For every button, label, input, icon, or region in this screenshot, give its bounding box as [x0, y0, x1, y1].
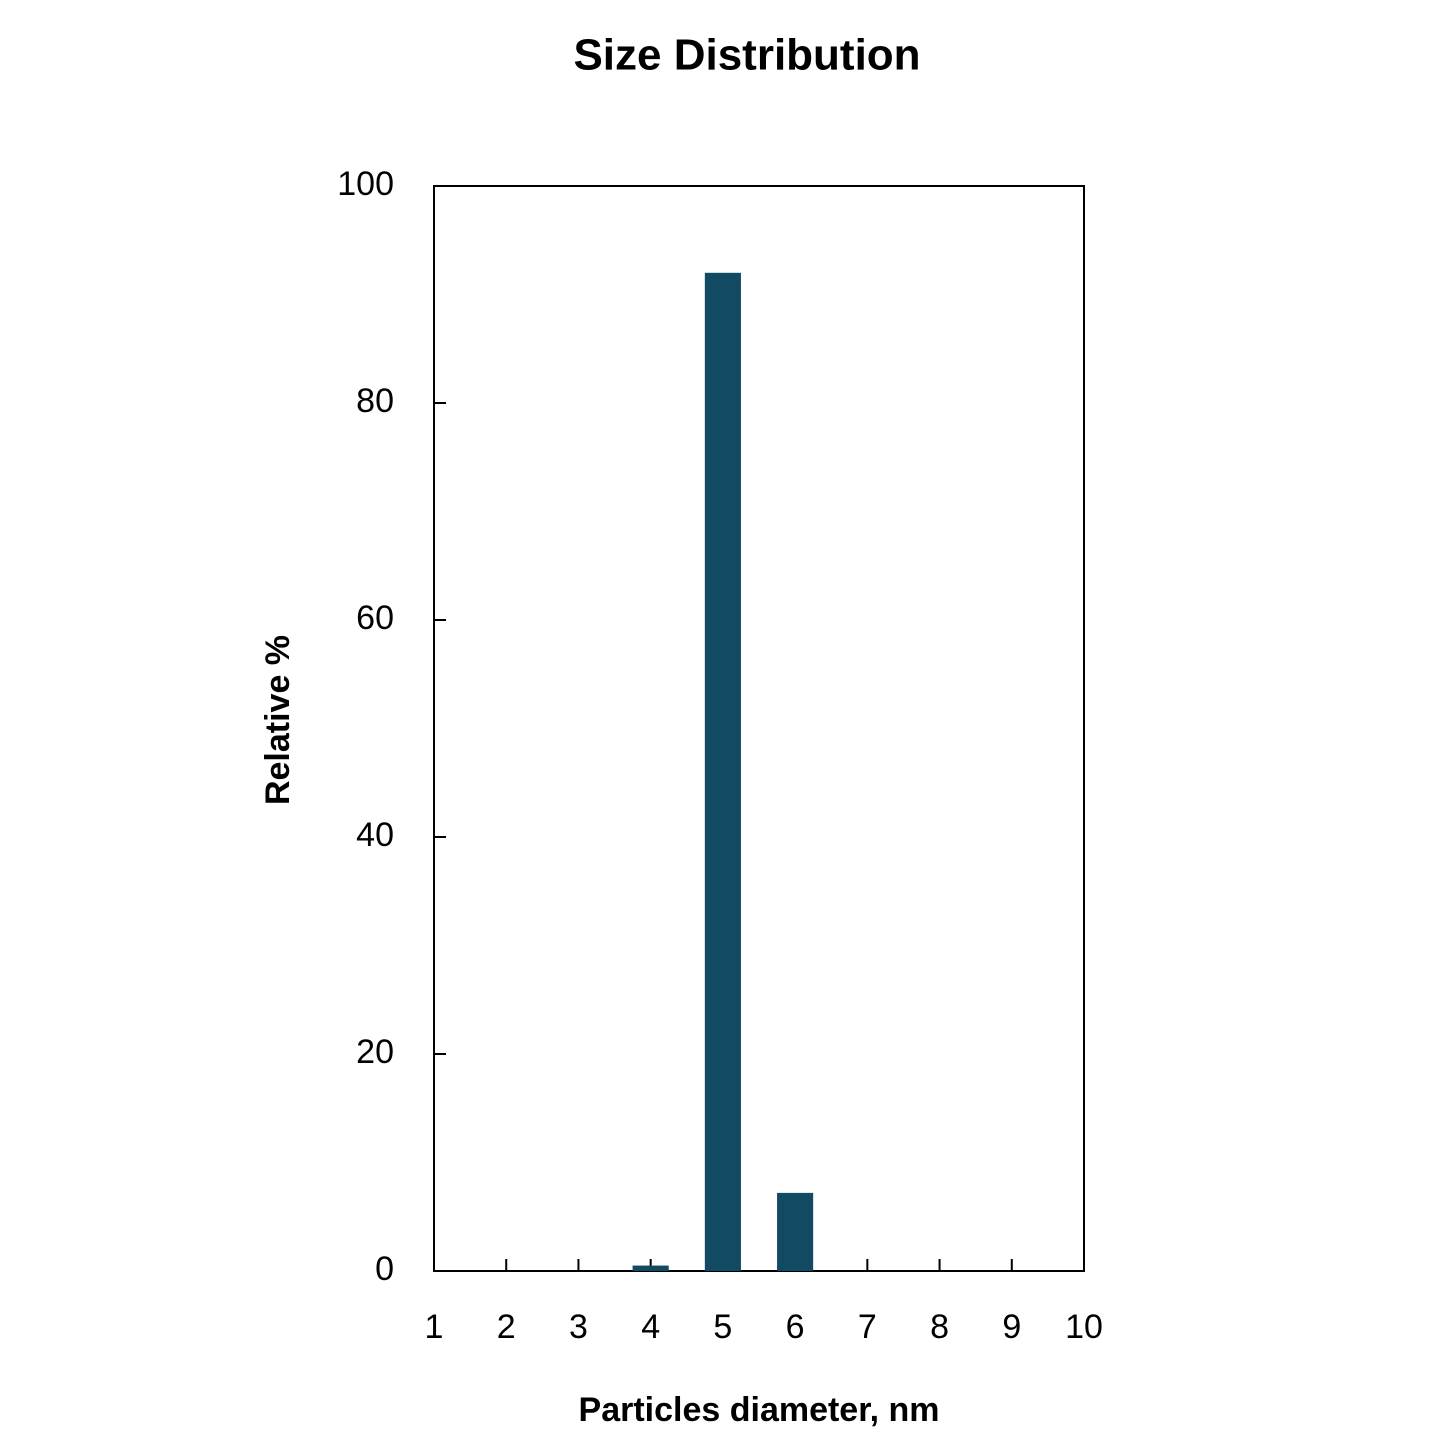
x-axis-title: Particles diameter, nm [579, 1391, 940, 1429]
plot-frame [433, 185, 1085, 1272]
y-tick-label: 100 [337, 165, 394, 203]
x-tick-label: 4 [641, 1308, 660, 1346]
y-axis-title: Relative % [259, 635, 297, 805]
y-tick-label: 40 [356, 816, 394, 854]
x-tick-label: 10 [1065, 1308, 1103, 1346]
y-tick-label: 20 [356, 1033, 394, 1071]
x-tick-label: 1 [425, 1308, 444, 1346]
x-tick-label: 9 [1002, 1308, 1021, 1346]
x-tick-label: 6 [786, 1308, 805, 1346]
y-tick-label: 60 [356, 599, 394, 637]
x-tick-label: 7 [858, 1308, 877, 1346]
x-tick-label: 3 [569, 1308, 588, 1346]
y-tick-label: 0 [375, 1250, 394, 1288]
x-tick-label: 5 [713, 1308, 732, 1346]
bar [777, 1192, 814, 1271]
bar [632, 1265, 669, 1271]
y-tick-label: 80 [356, 382, 394, 420]
chart-title: Size Distribution [573, 31, 920, 80]
x-tick-label: 8 [930, 1308, 949, 1346]
bar [704, 272, 741, 1271]
x-tick-label: 2 [497, 1308, 516, 1346]
